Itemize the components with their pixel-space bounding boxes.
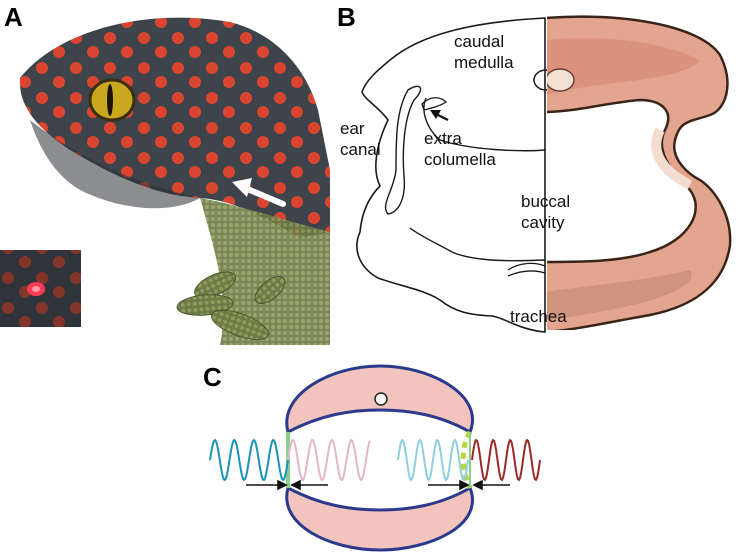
gecko-toes <box>176 271 286 341</box>
right-arrow-in-icon <box>428 479 470 491</box>
pressure-arrows <box>246 479 510 491</box>
wave-right-transmitted <box>471 438 541 482</box>
label-trachea: trachea <box>510 307 567 326</box>
wave-left-incoming <box>209 438 289 482</box>
schematic-head <box>285 364 474 552</box>
left-arrow-in-icon <box>246 479 288 491</box>
panel-letter-a: A <box>4 2 23 32</box>
label-caudal-medulla: caudal medulla <box>454 32 514 72</box>
black-arrow-icon <box>430 110 449 121</box>
label-buccal-cavity: buccal cavity <box>521 192 571 232</box>
label-extra-columella: extra columella <box>424 129 496 169</box>
cross-section-outline <box>356 17 559 333</box>
wave-left-transmitted <box>287 438 371 482</box>
wave-right-incoming <box>397 438 469 482</box>
left-arrow-out-icon <box>290 479 328 491</box>
right-membrane <box>460 430 473 490</box>
histology-section <box>547 15 732 330</box>
right-arrow-out-icon <box>472 479 510 491</box>
gecko-photo <box>19 17 331 345</box>
panel-letter-c: C <box>203 362 222 392</box>
sound-waves <box>209 438 541 482</box>
panel-letter-b: B <box>337 2 356 32</box>
white-arrow-icon <box>232 178 286 207</box>
inset-photo <box>0 250 81 327</box>
label-ear-canal: ear canal <box>340 119 381 159</box>
medulla-circle <box>374 392 388 406</box>
